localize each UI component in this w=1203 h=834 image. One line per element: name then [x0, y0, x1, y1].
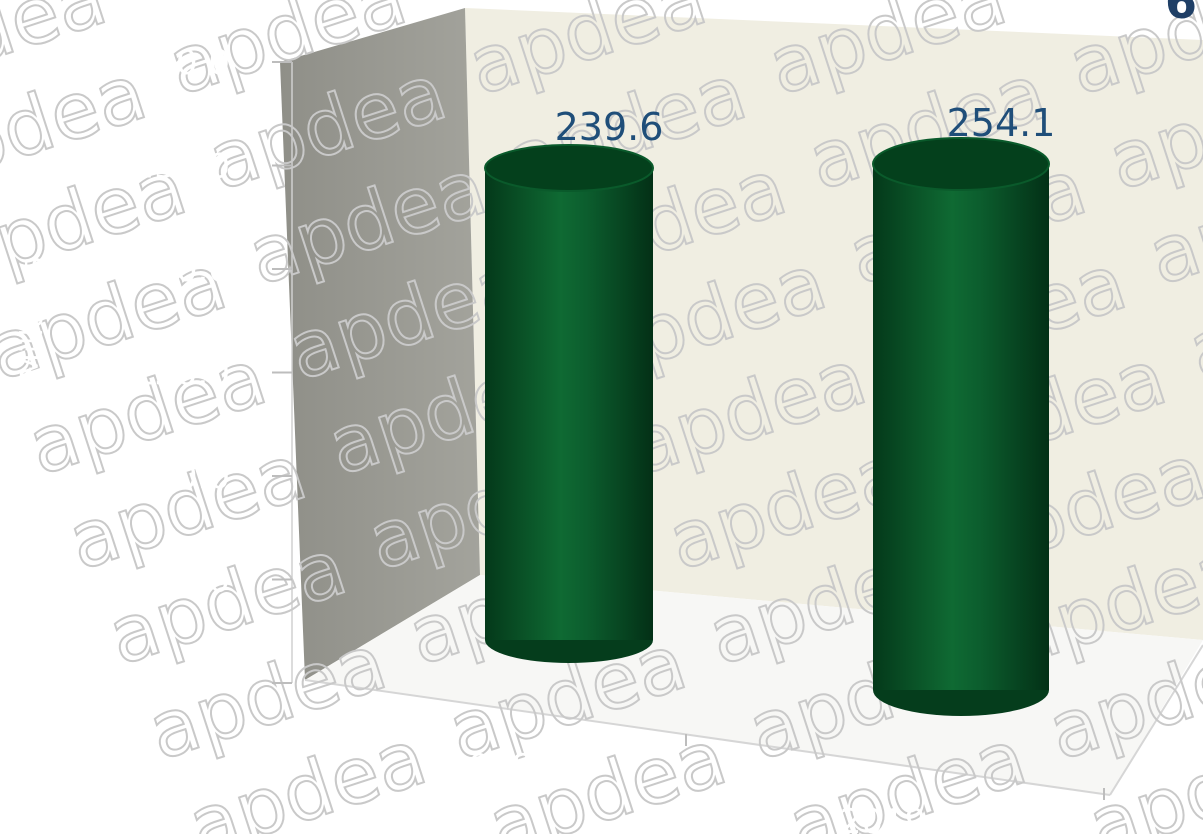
data-labels: 239.6 254.1: [555, 101, 1056, 149]
data-label: 254.1: [947, 101, 1056, 145]
y-tick-label: 250.0: [133, 147, 230, 187]
y-tick-label: 300.0: [133, 43, 230, 83]
x-axis-labels: 2018 2019: [447, 747, 927, 834]
bar-body: [873, 164, 1049, 690]
y-axis-ticks: - 50.0 100.0 150.0 200.0 250.0 300.0: [133, 43, 292, 704]
y-axis-title: Millones: [15, 257, 50, 379]
x-tick-label: 2019: [840, 802, 927, 834]
data-label: 239.6: [555, 105, 664, 149]
x-axis-line: [304, 679, 1111, 796]
floor-right-edge: [1109, 644, 1203, 796]
bar-2019: [872, 137, 1050, 716]
bar-2018: [484, 143, 654, 663]
y-tick-label: 200.0: [133, 250, 230, 290]
bars: [484, 137, 1050, 716]
y-tick-label: 100.0: [133, 457, 230, 497]
x-tick-label: 2018: [447, 747, 534, 787]
bar-body: [485, 167, 653, 640]
y-tick-label: 150.0: [133, 354, 230, 394]
side-wall: [280, 8, 480, 680]
bar-top: [484, 143, 654, 192]
bar-top: [872, 137, 1050, 192]
y-tick-label: 50.0: [154, 561, 230, 601]
y-tick-label: -: [218, 664, 230, 704]
chart-title-fragment: 67: [1165, 0, 1203, 29]
